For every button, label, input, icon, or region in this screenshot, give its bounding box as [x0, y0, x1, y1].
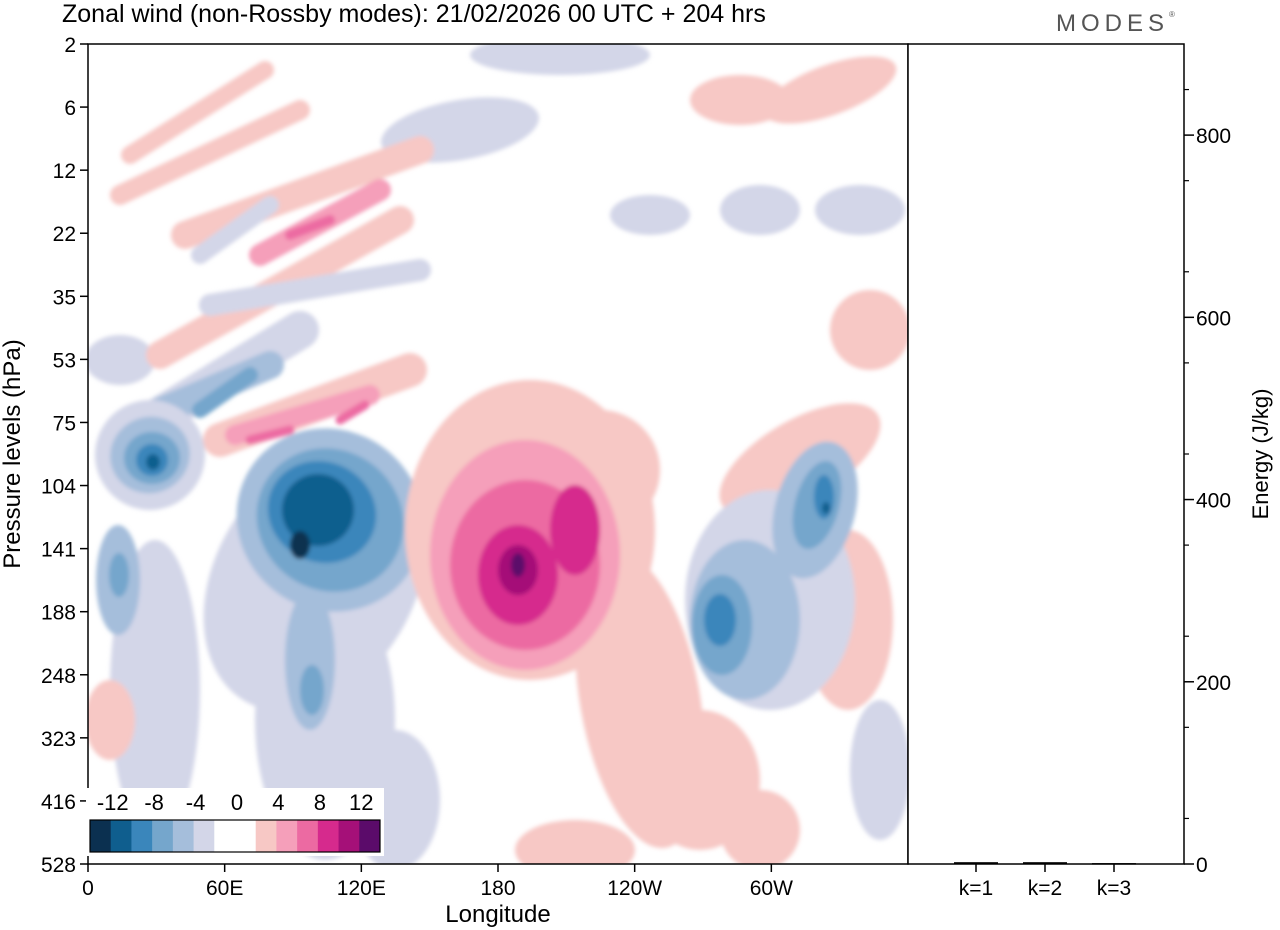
colorbar-label: 12: [349, 790, 373, 815]
y-tick-label: 416: [41, 791, 76, 814]
y-tick-label: 53: [53, 349, 76, 372]
energy-axis-label: Energy (J/kg): [1248, 389, 1273, 520]
y-tick-label: 141: [41, 539, 76, 562]
colorbar-legend: -12 -8 -4 0 4 8 12: [86, 788, 384, 856]
x-tick-label: 60E: [206, 877, 243, 900]
y-tick-label: 248: [41, 665, 76, 688]
contour-band: [830, 290, 908, 370]
brand-mark: ®: [1169, 10, 1175, 19]
contour-band: [815, 185, 905, 235]
colorbar-swatch: [235, 820, 257, 852]
contour-band: [763, 56, 897, 124]
y-tick-label: 6: [64, 97, 76, 120]
contour-band: [109, 553, 129, 597]
energy-bar: [1092, 863, 1136, 865]
colorbar-label: -8: [144, 790, 164, 815]
contour-band: [822, 502, 830, 514]
colorbar-swatch: [297, 820, 319, 852]
brand-logo: MODES®: [1056, 10, 1175, 38]
colorbar-swatch: [172, 820, 195, 852]
contour-band: [199, 259, 431, 316]
energy-bar: [954, 862, 998, 864]
x-tick-label: 0: [82, 877, 94, 900]
contour-band: [225, 385, 380, 445]
colorbar-swatch: [193, 820, 215, 852]
y-tick-label: 188: [41, 602, 76, 625]
colorbar-swatch: [110, 820, 132, 852]
y-tick-label: 528: [41, 854, 76, 877]
y-tick-label: 22: [53, 223, 76, 246]
y-tick-label: 323: [41, 728, 76, 751]
y-tick-label: 12: [53, 160, 76, 183]
energy-tick-label: 800: [1196, 125, 1231, 148]
y-axis-label: Pressure levels (hPa): [0, 339, 26, 568]
colorbar-label: -12: [97, 790, 129, 815]
colorbar-label: -4: [186, 790, 206, 815]
contour-band: [300, 665, 324, 715]
energy-tick-label: 0: [1196, 854, 1208, 877]
contour-band: [285, 215, 335, 240]
energy-tick-label: 200: [1196, 672, 1231, 695]
y-tick-label: 35: [53, 286, 76, 309]
contour-band: [88, 335, 155, 385]
colorbar-swatch: [255, 820, 277, 852]
brand-text: MODES: [1056, 10, 1170, 37]
colorbar-frame: [89, 819, 381, 853]
colorbar-label: 0: [231, 790, 243, 815]
colorbar-swatch: [152, 820, 174, 852]
colorbar-swatch: [338, 820, 360, 852]
contour-band: [192, 367, 258, 418]
contour-band: [610, 195, 690, 235]
k-tick-label: k=1: [959, 877, 993, 900]
contour-band: [146, 454, 160, 470]
contour-band: [550, 485, 600, 575]
colorbar-swatch: [317, 820, 340, 852]
y-tick-label: 75: [53, 412, 76, 435]
contour-band: [282, 474, 354, 546]
colorbar-label: 8: [314, 790, 326, 815]
colorbar-swatch: [131, 820, 153, 852]
colorbar-label: 4: [272, 790, 284, 815]
colorbar-swatch: [214, 820, 236, 852]
k-tick-label: k=3: [1097, 877, 1131, 900]
contour-band: [290, 531, 310, 559]
colorbar-swatch: [359, 820, 381, 852]
x-axis-label: Longitude: [445, 901, 550, 928]
contour-band: [171, 136, 434, 249]
contour-band: [110, 100, 310, 205]
contour-band: [335, 400, 370, 425]
contour-band: [470, 44, 650, 75]
colorbar-swatch: [276, 820, 298, 852]
contour-band: [704, 594, 736, 646]
k-tick-label: k=2: [1028, 877, 1062, 900]
contour-band: [515, 820, 635, 864]
y-tick-label: 2: [64, 34, 76, 57]
contour-band: [88, 680, 135, 760]
chart-title: Zonal wind (non-Rossby modes): 21/02/202…: [62, 0, 766, 28]
contour-band: [850, 700, 908, 840]
x-tick-label: 180: [480, 877, 515, 900]
contour-band: [690, 75, 790, 125]
contour-band: [121, 61, 274, 164]
contour-band: [191, 196, 279, 264]
x-tick-label: 60W: [750, 877, 793, 900]
energy-bar-chart: 0 200 400 600 800 k=1 k=2 k=3 Energy (J/kg): [907, 43, 1273, 900]
contour-band: [720, 790, 800, 864]
contour-band: [245, 425, 295, 445]
y-tick-label: 104: [41, 476, 76, 499]
energy-tick-label: 400: [1196, 490, 1231, 513]
energy-bar: [1023, 862, 1067, 864]
energy-tick-label: 600: [1196, 307, 1231, 330]
contour-band: [511, 553, 525, 577]
x-tick-label: 120W: [607, 877, 662, 900]
colorbar-swatch: [90, 820, 112, 852]
contour-band: [720, 185, 800, 235]
x-tick-label: 120E: [337, 877, 386, 900]
hovmoller-heatmap: 0 60E 120E 180 120W 60W 2 6 12 22 35 53 75 104 141 188…: [0, 34, 909, 928]
